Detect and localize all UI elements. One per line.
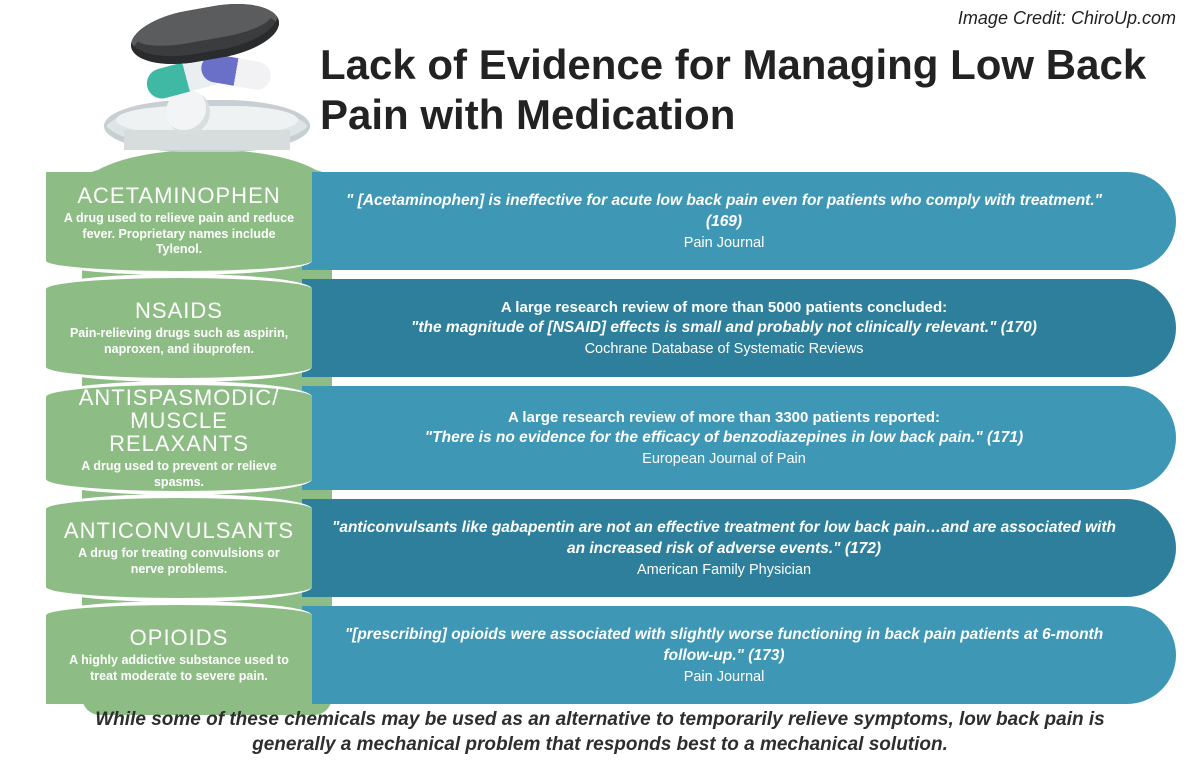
medication-rows: ACETAMINOPHEN A drug used to relieve pain…: [46, 172, 1176, 704]
footer-note: While some of these chemicals may be use…: [90, 707, 1110, 758]
evidence-source: Pain Journal: [684, 669, 765, 685]
drug-description: A highly addictive substance used to tre…: [60, 653, 298, 684]
evidence-source: American Family Physician: [637, 562, 811, 578]
drug-name: ANTICONVULSANTS: [64, 519, 294, 542]
evidence-quote: "the magnitude of [NSAID] effects is sma…: [411, 318, 1037, 339]
medication-row: ANTICONVULSANTS A drug for treating convu…: [46, 499, 1176, 597]
evidence-bar: "[prescribing] opioids were associated w…: [302, 606, 1176, 704]
evidence-quote: "anticonvulsants like gabapentin are not…: [332, 518, 1116, 560]
drug-label-segment: ANTISPASMODIC/ MUSCLE RELAXANTS A drug us…: [46, 386, 312, 490]
drug-name: ACETAMINOPHEN: [77, 184, 280, 207]
evidence-bar: A large research review of more than 500…: [302, 279, 1176, 377]
medication-row: OPIOIDS A highly addictive substance used…: [46, 606, 1176, 704]
drug-description: A drug used to prevent or relieve spasms…: [60, 459, 298, 490]
evidence-source: Pain Journal: [684, 235, 765, 251]
drug-label-segment: ACETAMINOPHEN A drug used to relieve pain…: [46, 172, 312, 270]
evidence-quote: "There is no evidence for the efficacy o…: [425, 428, 1023, 449]
evidence-source: European Journal of Pain: [642, 451, 806, 467]
pill-round-icon: [166, 90, 210, 134]
medication-row: NSAIDS Pain-relieving drugs such as aspir…: [46, 279, 1176, 377]
drug-name: OPIOIDS: [130, 626, 229, 649]
drug-name: ANTISPASMODIC/ MUSCLE RELAXANTS: [60, 386, 298, 455]
medication-row: ACETAMINOPHEN A drug used to relieve pain…: [46, 172, 1176, 270]
evidence-source: Cochrane Database of Systematic Reviews: [585, 341, 864, 357]
medication-row: ANTISPASMODIC/ MUSCLE RELAXANTS A drug us…: [46, 386, 1176, 490]
evidence-lead: A large research review of more than 500…: [501, 299, 947, 316]
evidence-bar: A large research review of more than 330…: [302, 386, 1176, 490]
drug-description: A drug used to relieve pain and reduce f…: [60, 211, 298, 258]
evidence-bar: " [Acetaminophen] is ineffective for acu…: [302, 172, 1176, 270]
evidence-quote: "[prescribing] opioids were associated w…: [332, 625, 1116, 667]
main-title: Lack of Evidence for Managing Low Back P…: [320, 40, 1176, 141]
evidence-quote: " [Acetaminophen] is ineffective for acu…: [332, 191, 1116, 233]
drug-description: A drug for treating convulsions or nerve…: [60, 546, 298, 577]
drug-name: NSAIDS: [135, 299, 223, 322]
drug-description: Pain-relieving drugs such as aspirin, na…: [60, 326, 298, 357]
evidence-lead: A large research review of more than 330…: [508, 409, 940, 426]
drug-label-segment: OPIOIDS A highly addictive substance used…: [46, 606, 312, 704]
drug-label-segment: NSAIDS Pain-relieving drugs such as aspir…: [46, 279, 312, 377]
evidence-bar: "anticonvulsants like gabapentin are not…: [302, 499, 1176, 597]
image-credit: Image Credit: ChiroUp.com: [958, 8, 1176, 29]
drug-label-segment: ANTICONVULSANTS A drug for treating convu…: [46, 499, 312, 597]
